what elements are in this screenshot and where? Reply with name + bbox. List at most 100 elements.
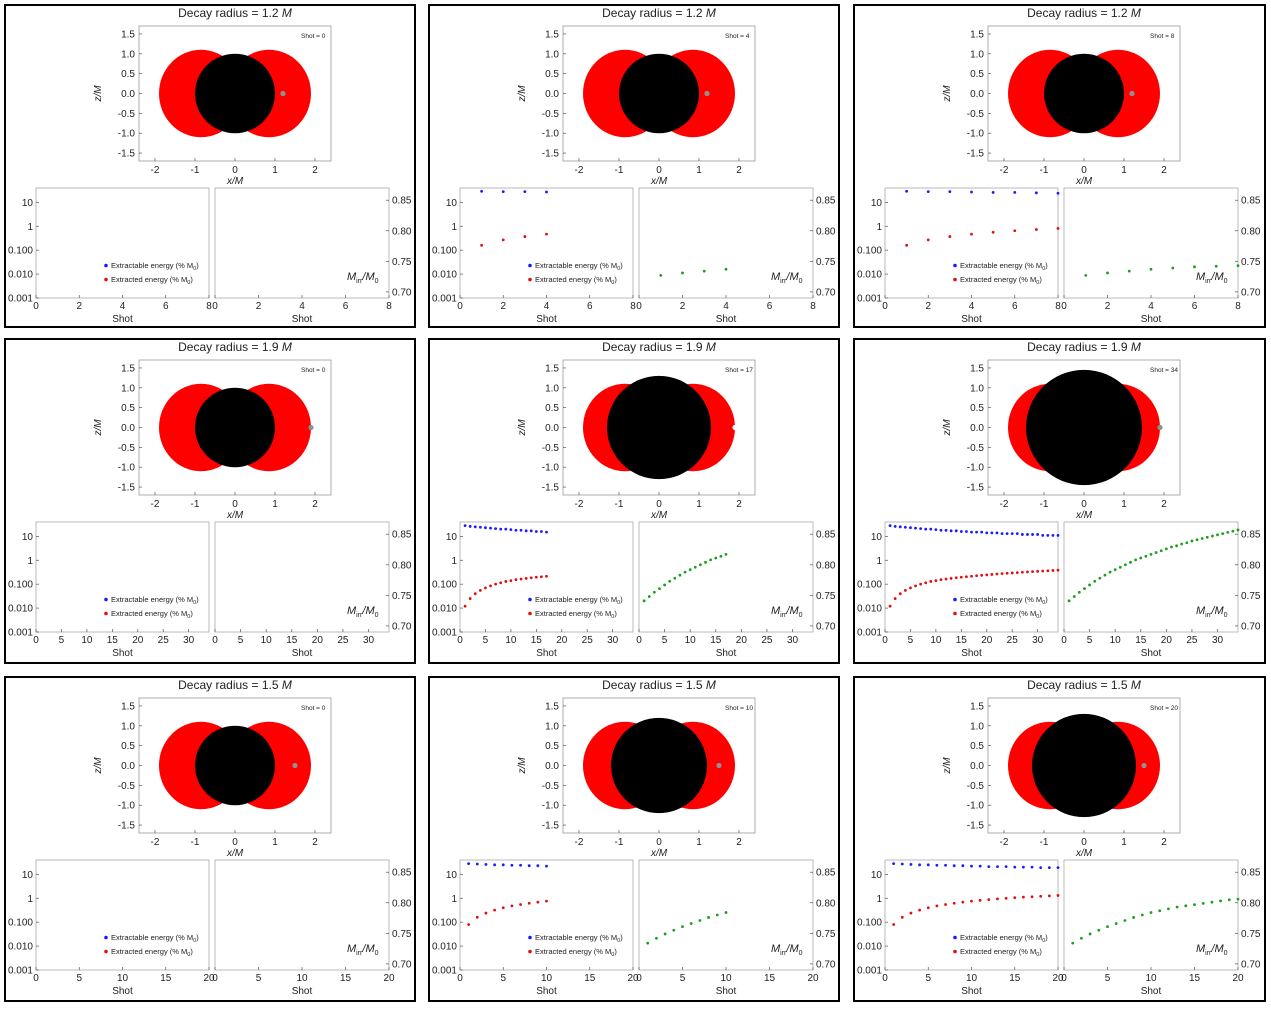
black-hole-horizon [619, 53, 699, 134]
extracted-point [944, 577, 948, 581]
shot-tick-label: 30 [787, 635, 799, 646]
y-tick-label: -0.5 [967, 781, 985, 792]
energy-x-axis-label: Shot [536, 986, 557, 997]
particle-marker [280, 90, 286, 97]
shot-tick-label: 15 [764, 973, 776, 984]
log-tick-label: 0.100 [857, 580, 882, 591]
extracted-point [545, 574, 548, 578]
extracted-point [473, 592, 477, 596]
y-tick-label: 0.5 [970, 741, 984, 752]
y-tick-label: 1.0 [121, 721, 135, 732]
shot-tick-label: 0 [33, 635, 39, 646]
shot-tick-label: 10 [81, 635, 93, 646]
x-tick-label: 1 [272, 499, 278, 510]
log-tick-label: 10 [871, 532, 883, 543]
extractable-point [524, 529, 528, 533]
x-tick-label: 2 [312, 499, 318, 510]
m-irr-point [1175, 905, 1179, 909]
x-tick-label: -1 [615, 165, 624, 176]
shot-tick-label: 25 [582, 635, 594, 646]
shot-counter: Shot = 0 [301, 367, 326, 374]
extractable-point [1013, 865, 1017, 869]
y-tick-label: 0.5 [545, 741, 559, 752]
shot-tick-label: 20 [981, 635, 993, 646]
shot-tick-label: 0 [212, 301, 218, 312]
y-tick-label: 0.0 [545, 89, 559, 100]
y-tick-label: 0.0 [970, 89, 984, 100]
extracted-point [468, 597, 472, 600]
y-tick-label: 1.5 [970, 29, 984, 40]
mass-tick-label: 0.80 [816, 560, 836, 571]
log-tick-label: 0.001 [857, 628, 882, 639]
log-tick-label: 0.010 [432, 604, 457, 615]
shot-tick-label: 6 [767, 301, 773, 312]
legend-extracted: Extracted energy (% M0) [535, 609, 617, 620]
log-tick-label: 0.100 [432, 246, 457, 257]
x-tick-label: 1 [696, 165, 702, 176]
chart-title: Decay radius = 1.2 M [1027, 6, 1141, 20]
m-irr-point [659, 273, 663, 277]
log-tick-label: 0.010 [432, 270, 457, 281]
shot-counter: Shot = 34 [1150, 367, 1178, 374]
shot-tick-label: 8 [206, 301, 212, 312]
extracted-point [990, 573, 994, 576]
extractable-point [1046, 533, 1050, 537]
y-tick-label: 1.0 [121, 49, 135, 60]
m-irr-point [1123, 919, 1127, 922]
x-tick-label: -2 [1000, 837, 1009, 848]
log-tick-label: 0.100 [8, 580, 33, 591]
extracted-point [1026, 570, 1029, 574]
extracted-point [1039, 894, 1043, 898]
shot-tick-label: 20 [203, 973, 215, 984]
m-irr-point [1103, 573, 1107, 577]
legend-marker-extracted [104, 949, 108, 954]
y-tick-label: -1.0 [542, 463, 560, 474]
mass-tick-label: 0.80 [392, 560, 412, 571]
extracted-point [1031, 570, 1034, 574]
extracted-point [991, 230, 995, 234]
particle-marker [292, 762, 298, 769]
shot-tick-label: 0 [457, 973, 463, 984]
m-irr-point [1134, 558, 1138, 562]
extracted-point [961, 900, 965, 904]
shot-tick-label: 25 [158, 635, 170, 646]
energy-x-axis-label: Shot [536, 314, 557, 325]
m-irr-point [1132, 916, 1135, 919]
extractable-point [952, 864, 956, 868]
m-irr-point [698, 919, 702, 922]
y-tick-label: -1.5 [542, 149, 560, 160]
m-irr-point [658, 587, 661, 591]
m-irr-point [1108, 570, 1112, 574]
x-tick-label: -1 [615, 499, 624, 510]
x-tick-label: -1 [191, 837, 200, 848]
legend-extracted: Extracted energy (% M0) [111, 947, 193, 958]
chart-title: Decay radius = 1.9 M [1027, 340, 1141, 354]
simulation-panel: Decay radius = 1.9 M Shot = 17 -2 -1 0 1 2 1.5 1… [428, 338, 840, 664]
shot-tick-label: 30 [183, 635, 195, 646]
shot-tick-label: 2 [925, 301, 931, 312]
log-tick-label: 0.010 [8, 604, 33, 615]
log-tick-label: 0.001 [432, 966, 457, 977]
extractable-point [1034, 191, 1038, 195]
legend-marker-extractable [953, 597, 957, 602]
extracted-point [536, 900, 540, 904]
extractable-point [501, 190, 505, 194]
log-tick-label: 1 [451, 556, 457, 567]
shot-tick-label: 4 [1148, 301, 1154, 312]
mass-tick-label: 0.75 [816, 257, 836, 268]
shot-tick-label: 4 [969, 301, 975, 312]
extractable-point [1026, 533, 1029, 536]
energy-plot-frame [884, 521, 1059, 633]
mass-tick-label: 0.75 [1241, 591, 1261, 602]
extractable-point [545, 864, 548, 868]
x-axis-label: x/M [226, 510, 244, 521]
y-tick-label: 0.5 [121, 741, 135, 752]
chart-title: Decay radius = 1.9 M [602, 340, 716, 354]
mass-tick-label: 0.70 [1241, 287, 1261, 298]
mass-x-axis-label: Shot [1141, 986, 1162, 997]
m-irr-point [1097, 928, 1101, 932]
shot-tick-label: 5 [680, 973, 686, 984]
extractable-point [499, 527, 503, 531]
m-irr-point [1088, 932, 1092, 936]
extractable-point [1015, 532, 1019, 536]
